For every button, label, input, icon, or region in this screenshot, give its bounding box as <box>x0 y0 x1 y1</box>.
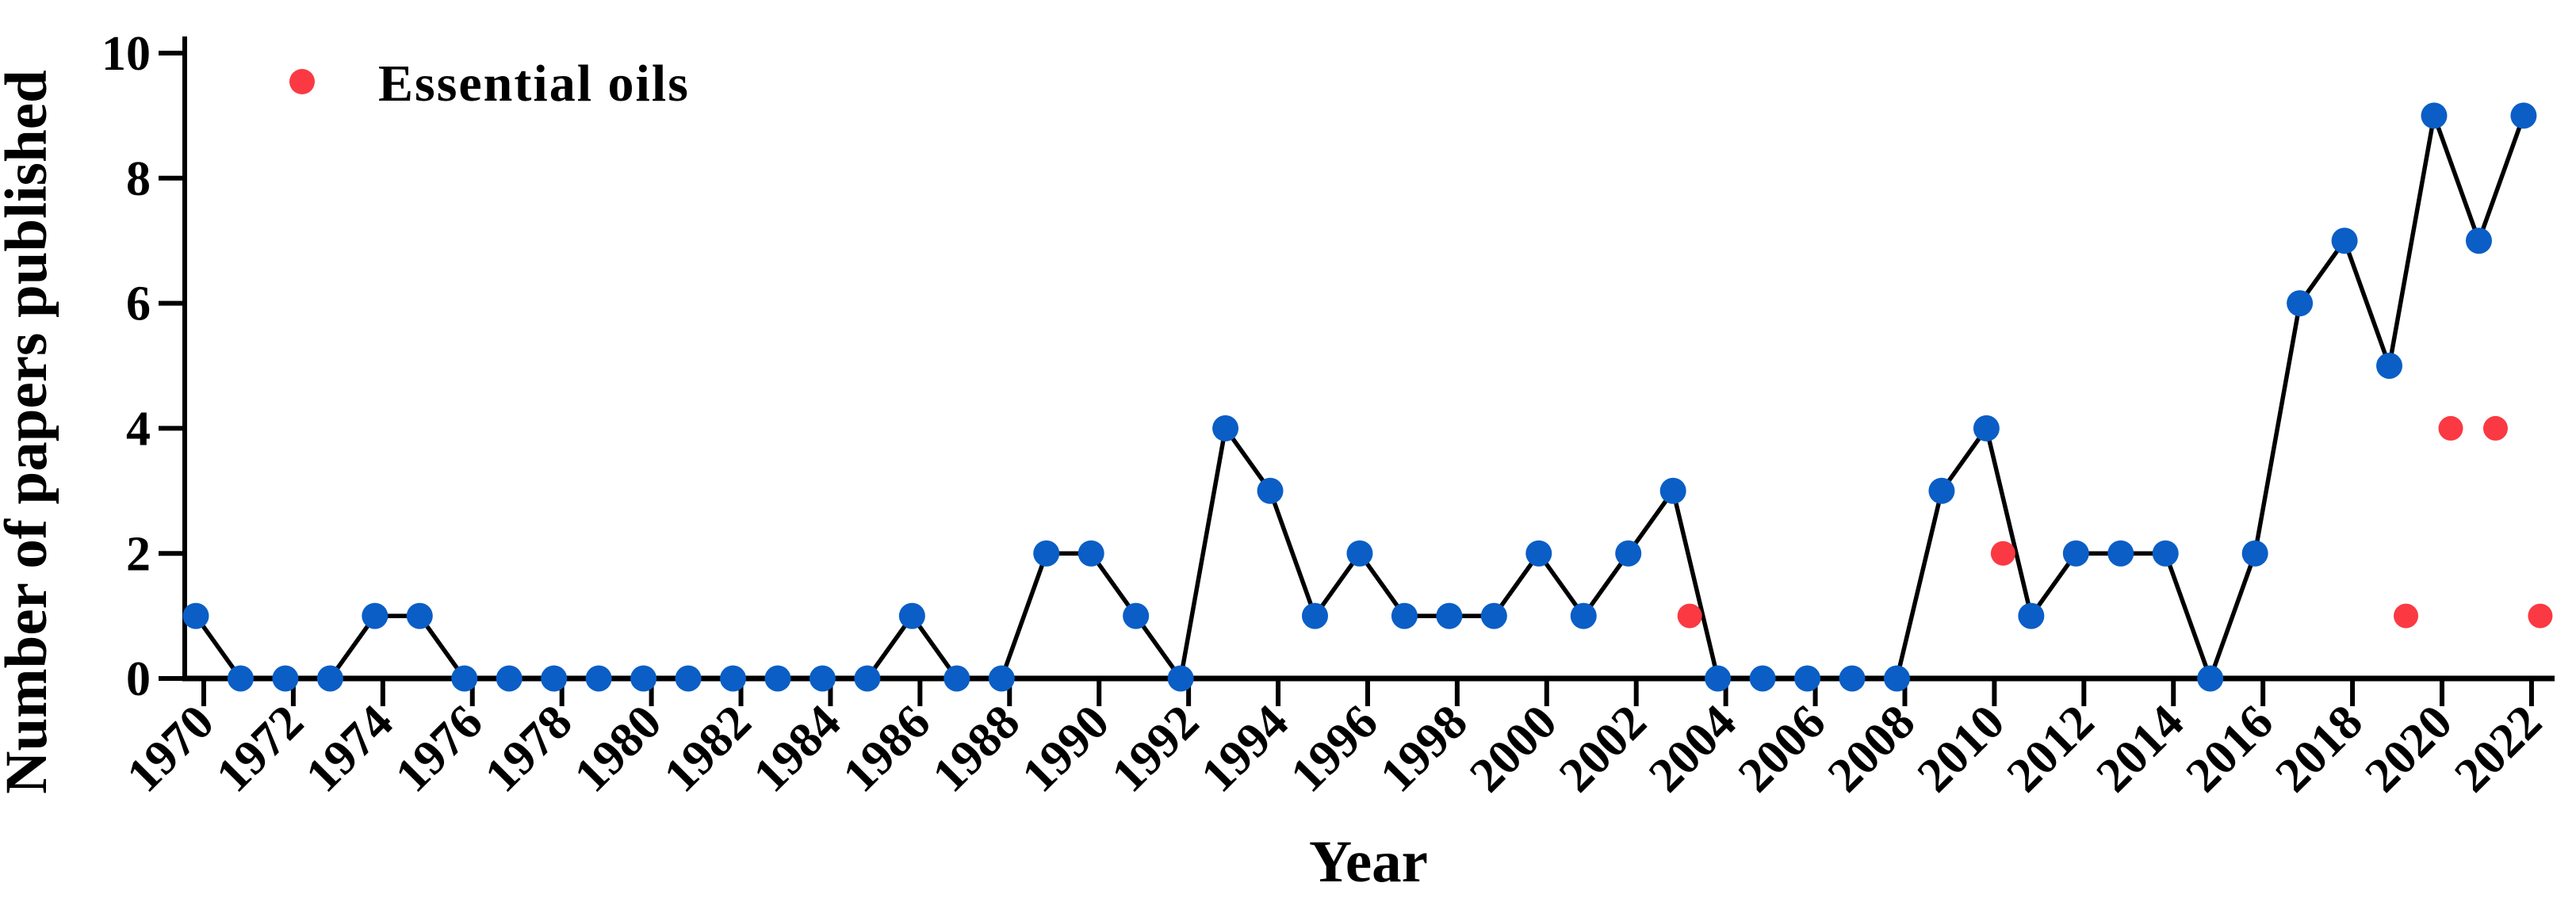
y-tick-label: 4 <box>126 402 151 456</box>
x-tick-label: 2008 <box>1818 695 1926 803</box>
data-point-papers <box>362 602 389 629</box>
y-tick-label: 2 <box>126 527 151 581</box>
data-point-papers <box>2331 227 2358 254</box>
y-tick-label: 6 <box>126 277 151 331</box>
data-point-papers <box>1167 665 1194 692</box>
x-tick-label: 2006 <box>1728 695 1836 803</box>
data-point-papers <box>1839 665 1866 692</box>
data-point-papers <box>1570 602 1597 629</box>
legend-label: Essential oils <box>378 55 690 113</box>
data-point-papers <box>541 665 568 692</box>
x-tick-label: 1982 <box>654 695 762 803</box>
data-point-papers <box>1928 477 1955 504</box>
x-tick-label: 2000 <box>1460 695 1567 803</box>
data-point-papers <box>854 665 881 692</box>
x-tick-label: 2022 <box>2444 695 2552 803</box>
data-point-essential-oils <box>2438 415 2463 441</box>
data-point-papers <box>1346 540 1373 567</box>
x-tick-label: 1978 <box>475 695 583 803</box>
x-tick-label: 2012 <box>1996 695 2104 803</box>
data-point-papers <box>898 602 925 629</box>
x-tick-label: 2004 <box>1639 695 1747 803</box>
y-tick-label: 8 <box>126 152 151 206</box>
data-point-papers <box>1659 477 1686 504</box>
x-tick-label: 2010 <box>1908 695 2015 803</box>
x-tick-label: 2016 <box>2176 695 2283 803</box>
data-point-papers <box>1525 540 1552 567</box>
data-point-papers <box>182 602 209 629</box>
x-tick-label: 2014 <box>2086 695 2194 803</box>
x-tick-label: 1990 <box>1012 695 1120 803</box>
x-tick-label: 2018 <box>2265 695 2373 803</box>
data-point-papers <box>316 665 343 692</box>
data-point-papers <box>1749 665 1776 692</box>
data-point-papers <box>1615 540 1642 567</box>
data-point-essential-oils <box>2482 415 2508 441</box>
data-point-papers <box>2018 602 2045 629</box>
x-tick-label: 1988 <box>922 695 1030 803</box>
x-tick-label: 2002 <box>1549 695 1657 803</box>
x-tick-label: 1974 <box>296 695 404 803</box>
x-tick-label: 1984 <box>744 695 852 803</box>
x-tick-label: 1996 <box>1280 695 1388 803</box>
data-point-papers <box>1883 665 1910 692</box>
x-tick-label: 1972 <box>206 695 314 803</box>
x-tick-label: 1994 <box>1191 695 1299 803</box>
data-point-papers <box>675 665 702 692</box>
x-axis-title: Year <box>1309 829 1428 895</box>
data-point-papers <box>1302 602 1328 629</box>
data-point-papers <box>2465 227 2492 254</box>
data-point-papers <box>2152 540 2179 567</box>
data-point-papers <box>1391 602 1418 629</box>
data-point-papers <box>451 665 478 692</box>
data-point-papers <box>1480 602 1507 629</box>
data-point-papers <box>2376 353 2403 379</box>
data-point-essential-oils <box>1677 603 1702 629</box>
series-line <box>193 113 2526 681</box>
y-axis-title: Number of papers published <box>0 70 59 793</box>
data-point-papers <box>1705 665 1732 692</box>
data-point-essential-oils <box>1990 541 2015 566</box>
data-point-papers <box>1077 540 1104 567</box>
x-tick-label: 1980 <box>565 695 672 803</box>
data-point-essential-oils <box>2528 603 2553 629</box>
data-point-papers <box>1794 665 1821 692</box>
data-point-papers <box>2197 665 2224 692</box>
x-tick-label: 1992 <box>1101 695 1209 803</box>
legend-marker-icon <box>289 69 315 94</box>
data-point-papers <box>720 665 747 692</box>
data-point-papers <box>1257 477 1284 504</box>
data-point-essential-oils <box>2394 603 2419 629</box>
data-point-papers <box>272 665 299 692</box>
data-point-papers <box>406 602 433 629</box>
data-point-papers <box>1033 540 1060 567</box>
data-point-papers <box>944 665 970 692</box>
data-point-papers <box>1973 415 2000 441</box>
data-point-papers <box>1123 602 1150 629</box>
x-tick-label: 1976 <box>385 695 493 803</box>
data-point-papers <box>2510 102 2537 129</box>
data-point-papers <box>1436 602 1463 629</box>
data-point-papers <box>2062 540 2089 567</box>
x-tick-label: 2020 <box>2355 695 2463 803</box>
data-point-papers <box>988 665 1015 692</box>
data-point-papers <box>585 665 612 692</box>
x-tick-label: 1998 <box>1370 695 1478 803</box>
data-point-papers <box>496 665 522 692</box>
x-tick-label: 1986 <box>833 695 940 803</box>
data-point-papers <box>2421 102 2448 129</box>
data-point-papers <box>227 665 254 692</box>
data-point-papers <box>2241 540 2268 567</box>
y-tick-label: 10 <box>101 27 151 81</box>
data-point-papers <box>1212 415 1239 441</box>
data-point-papers <box>630 665 657 692</box>
data-point-papers <box>809 665 836 692</box>
data-point-papers <box>2287 290 2314 317</box>
data-point-papers <box>2107 540 2134 567</box>
x-tick-label: 1970 <box>117 695 224 803</box>
y-tick-label: 0 <box>126 652 151 706</box>
data-point-papers <box>764 665 791 692</box>
